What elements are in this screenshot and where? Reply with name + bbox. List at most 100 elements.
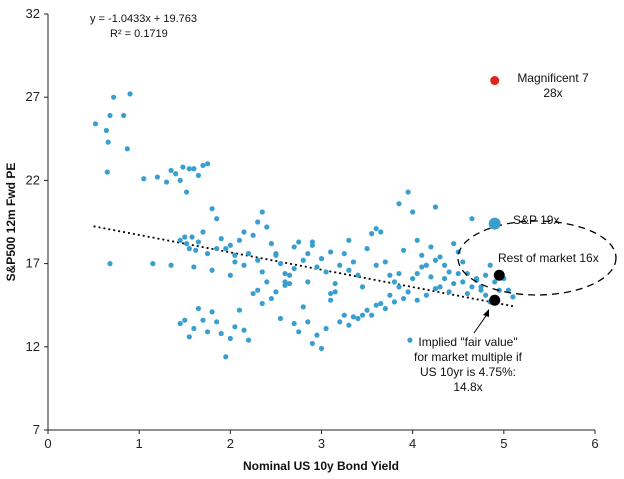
data-point <box>236 307 243 313</box>
data-point <box>451 241 457 247</box>
data-point <box>478 287 484 293</box>
x-tick-label: 0 <box>44 436 51 451</box>
data-point <box>305 251 311 257</box>
data-point <box>150 261 156 267</box>
data-point <box>92 121 99 127</box>
data-point <box>186 334 192 340</box>
data-point <box>204 329 211 335</box>
data-point <box>223 246 229 252</box>
data-point <box>264 224 270 230</box>
x-tick-label: 4 <box>409 436 416 451</box>
data-point <box>183 241 190 247</box>
data-point <box>419 264 425 270</box>
data-points <box>92 91 516 360</box>
data-point <box>396 284 402 290</box>
x-tick-label: 2 <box>227 436 234 451</box>
data-point <box>111 94 117 100</box>
data-point <box>341 251 347 257</box>
data-point <box>259 300 265 307</box>
data-point <box>296 239 302 245</box>
data-point <box>277 261 284 267</box>
trendline-equation: y = -1.0433x + 19.763 <box>90 13 197 25</box>
data-point <box>359 284 366 290</box>
data-point <box>441 275 448 282</box>
data-point <box>332 289 338 295</box>
data-point <box>332 280 338 287</box>
data-point <box>186 246 192 252</box>
data-point <box>346 267 352 273</box>
y-tick-label: 7 <box>33 422 40 437</box>
data-point <box>273 251 279 257</box>
data-point <box>337 262 343 268</box>
data-point <box>218 236 224 242</box>
data-point <box>364 246 370 252</box>
data-point <box>437 284 443 290</box>
y-tick-label: 32 <box>26 6 40 21</box>
data-point <box>473 275 480 282</box>
highlight-points <box>488 76 505 306</box>
data-point <box>282 282 288 288</box>
x-axis-ticks: 0 1 2 3 4 5 6 <box>44 430 599 451</box>
data-point <box>209 267 215 273</box>
data-point <box>350 314 357 320</box>
data-point <box>369 231 375 237</box>
data-point <box>104 169 110 175</box>
data-point <box>107 112 113 119</box>
data-point <box>387 272 393 278</box>
data-point <box>168 262 174 268</box>
data-point <box>355 315 361 322</box>
data-point <box>460 279 466 285</box>
y-axis-title: S&P500 12m Fwd PE <box>4 163 18 282</box>
data-point <box>373 262 379 268</box>
data-point <box>318 256 325 262</box>
data-point <box>241 229 247 235</box>
y-tick-label: 12 <box>26 339 40 354</box>
data-point <box>282 270 288 277</box>
rest-of-market-ellipse <box>457 220 617 296</box>
data-point <box>182 234 188 240</box>
data-point <box>264 279 270 285</box>
x-tick-label: 5 <box>500 436 507 451</box>
highlight-label: for market multiple if <box>414 350 523 364</box>
data-point <box>460 259 466 265</box>
highlight-label: Rest of market 16x <box>498 251 599 265</box>
data-point <box>107 261 113 267</box>
data-point <box>400 295 407 302</box>
data-point <box>410 209 416 215</box>
highlight-label: Implied "fair value" <box>418 335 517 349</box>
x-tick-label: 1 <box>136 436 143 451</box>
data-point <box>446 269 452 275</box>
data-point <box>177 320 183 327</box>
data-point <box>103 127 109 134</box>
data-point <box>291 265 297 272</box>
data-point <box>209 206 215 212</box>
fair-value-arrowhead <box>483 309 489 317</box>
highlight-label: 14.8x <box>453 380 482 394</box>
data-point <box>200 229 206 235</box>
trendline <box>93 225 514 308</box>
data-point <box>191 325 197 332</box>
data-point <box>154 174 160 180</box>
data-point <box>296 329 302 335</box>
data-point <box>359 312 366 318</box>
data-point <box>410 275 416 282</box>
data-point <box>350 259 357 265</box>
data-point <box>227 242 233 248</box>
data-point <box>483 272 489 278</box>
data-point <box>364 307 370 313</box>
data-point <box>405 189 411 195</box>
data-point <box>341 312 347 318</box>
data-point <box>193 247 199 253</box>
data-point <box>195 172 202 179</box>
data-point <box>487 262 493 268</box>
data-point <box>286 272 293 278</box>
data-point <box>382 305 388 312</box>
data-point <box>255 287 261 293</box>
data-point <box>268 241 274 247</box>
data-point <box>141 176 147 182</box>
data-point <box>305 279 311 285</box>
data-point <box>277 315 284 322</box>
y-axis-ticks: 7 12 17 22 27 32 <box>26 6 48 437</box>
data-point <box>227 272 233 278</box>
data-point <box>218 330 224 337</box>
